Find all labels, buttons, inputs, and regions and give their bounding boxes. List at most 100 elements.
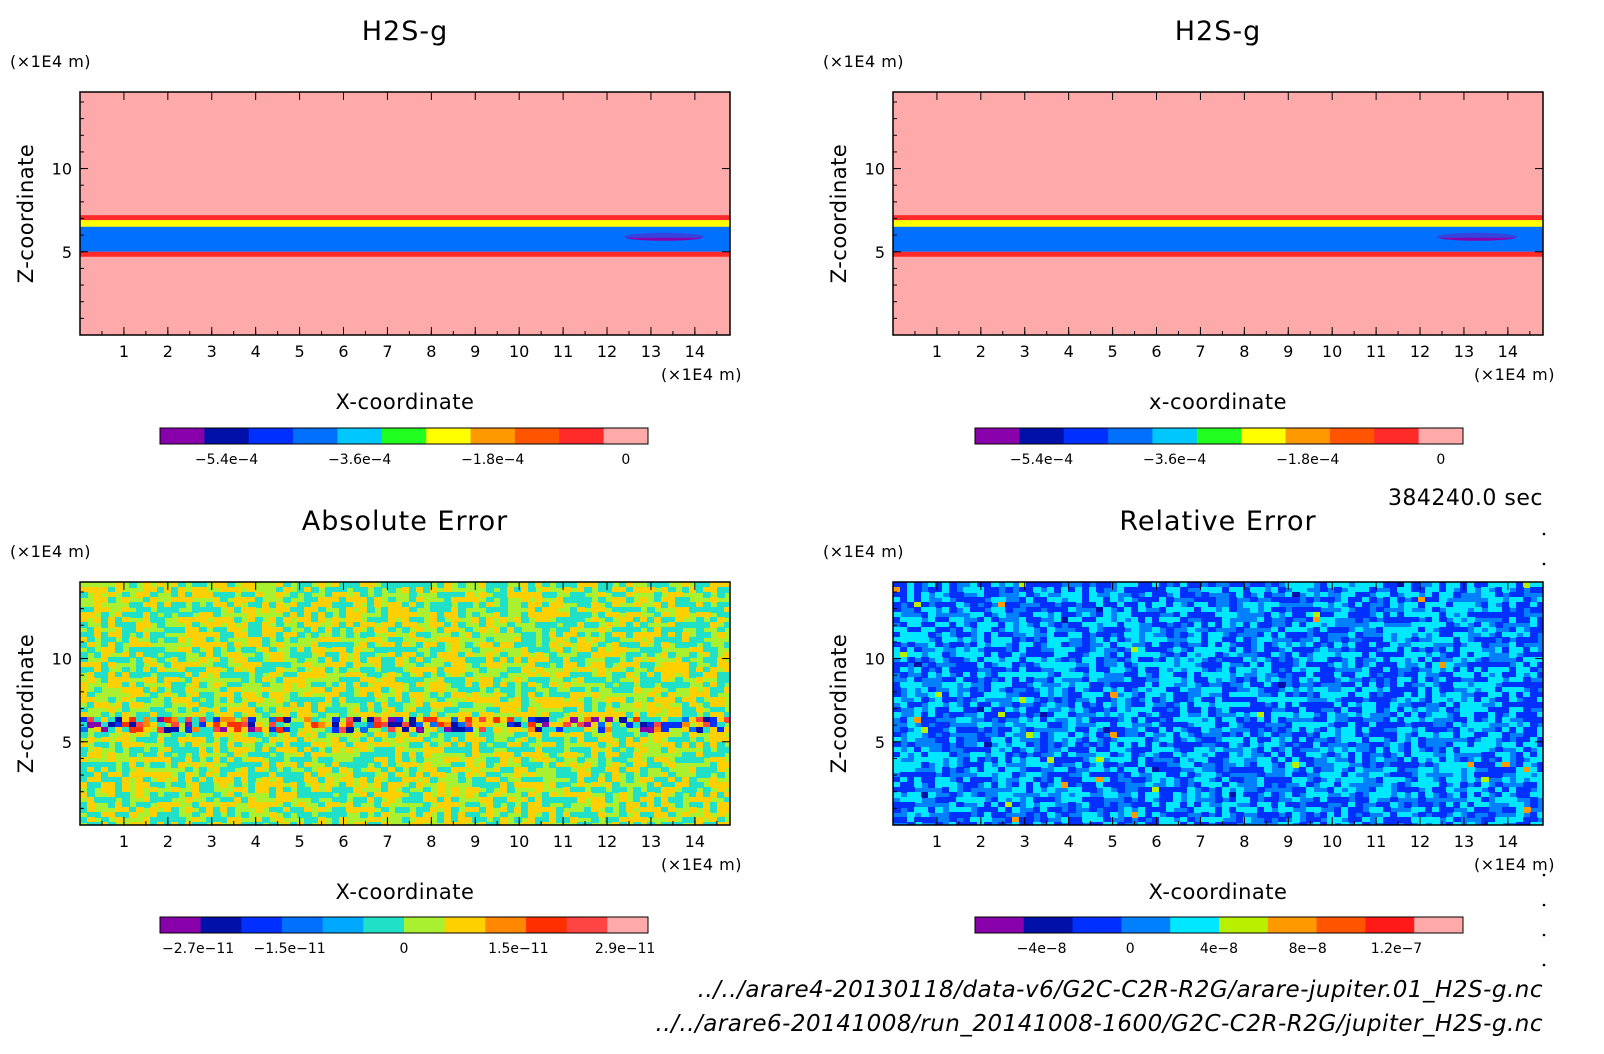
field-cell (626, 687, 634, 693)
field-cell (605, 727, 613, 733)
field-cell (1124, 642, 1132, 648)
field-cell (171, 737, 179, 743)
field-cell (921, 667, 929, 673)
field-cell (1425, 597, 1433, 603)
field-cell (360, 742, 368, 748)
field-cell (185, 687, 193, 693)
field-cell (136, 642, 144, 648)
field-cell (1390, 687, 1398, 693)
field-cell (171, 677, 179, 683)
field-cell (914, 697, 922, 703)
colorbar-frame (974, 427, 1464, 445)
field-cell (374, 802, 382, 808)
colorbar-tick-label: −2.7e−11 (162, 941, 234, 957)
field-cell (1180, 582, 1188, 588)
field-cell (1215, 652, 1223, 658)
field-cell (1040, 582, 1048, 588)
field-cell (654, 737, 662, 743)
field-cell (164, 812, 172, 818)
field-cell (178, 597, 186, 603)
field-cell (430, 587, 438, 593)
field-cell (598, 712, 606, 718)
field-cell (353, 732, 361, 738)
field-cell (479, 697, 487, 703)
field-cell (129, 582, 137, 588)
field-cell (1075, 627, 1083, 633)
field-cell (388, 702, 396, 708)
field-cell (465, 652, 473, 658)
field-cell (339, 727, 347, 733)
field-cell (1124, 677, 1132, 683)
field-cell (458, 687, 466, 693)
field-cell (437, 667, 445, 673)
field-cell (619, 587, 627, 593)
field-cell (465, 672, 473, 678)
field-cell (907, 632, 915, 638)
field-cell (1348, 692, 1356, 698)
field-cell (164, 742, 172, 748)
field-cell (234, 597, 242, 603)
field-cell (451, 667, 459, 673)
field-cell (612, 772, 620, 778)
field-cell (1026, 652, 1034, 658)
field-cell (353, 582, 361, 588)
field-cell (430, 702, 438, 708)
field-cell (108, 622, 116, 628)
field-cell (430, 767, 438, 773)
field-cell (612, 657, 620, 663)
field-cell (269, 602, 277, 608)
field-cell (360, 807, 368, 813)
field-cell (682, 712, 690, 718)
field-cell (542, 697, 550, 703)
field-cell (1313, 662, 1321, 668)
field-cell (563, 752, 571, 758)
field-cell (1250, 622, 1258, 628)
field-cell (914, 607, 922, 613)
field-cell (549, 742, 557, 748)
field-cell (577, 822, 585, 825)
field-cell (1411, 657, 1419, 663)
field-cell (248, 607, 256, 613)
field-cell (963, 667, 971, 673)
field-cell (388, 667, 396, 673)
field-cell (1334, 582, 1342, 588)
field-cell (199, 717, 207, 723)
field-cell (1376, 627, 1384, 633)
field-cell (108, 782, 116, 788)
field-cell (591, 817, 599, 823)
field-cell (1502, 582, 1510, 588)
field-cell (458, 822, 466, 825)
field-cell (1509, 632, 1517, 638)
field-cell (647, 677, 655, 683)
field-cell (1467, 642, 1475, 648)
field-cell (332, 652, 340, 658)
field-cell (633, 677, 641, 683)
field-cell (1173, 647, 1181, 653)
field-cell (570, 697, 578, 703)
field-cell (654, 647, 662, 653)
field-cell (942, 667, 950, 673)
field-cell (612, 607, 620, 613)
field-cell (479, 737, 487, 743)
field-cell (1530, 692, 1538, 698)
field-cell (500, 777, 508, 783)
field-cell (1509, 682, 1517, 688)
field-cell (346, 682, 354, 688)
field-cell (1033, 607, 1041, 613)
field-cell (640, 812, 648, 818)
field-cell (1523, 677, 1531, 683)
field-cell (921, 657, 929, 663)
field-cell (80, 717, 88, 723)
field-cell (472, 657, 480, 663)
field-cell (199, 672, 207, 678)
field-cell (647, 727, 655, 733)
field-cell (1404, 682, 1412, 688)
field-cell (1523, 617, 1531, 623)
field-cell (1509, 627, 1517, 633)
field-cell (234, 817, 242, 823)
field-cell (234, 687, 242, 693)
field-cell (479, 822, 487, 825)
field-cell (101, 647, 109, 653)
field-cell (94, 752, 102, 758)
field-cell (318, 672, 326, 678)
